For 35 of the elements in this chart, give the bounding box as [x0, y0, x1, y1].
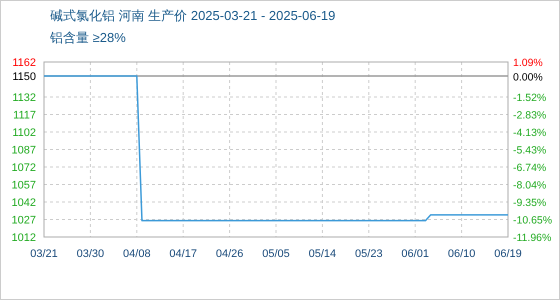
x-tick-label: 03/21: [30, 248, 58, 260]
y2-tick-label: 1.09%: [513, 57, 543, 69]
x-tick-label: 06/01: [401, 248, 429, 260]
x-tick-label: 05/05: [262, 248, 290, 260]
y-tick-label: 1132: [12, 92, 36, 104]
x-tick-label: 04/17: [169, 248, 197, 260]
y-tick-label: 1087: [12, 144, 36, 156]
y-tick-label: 1117: [13, 110, 36, 122]
chart-subtitle: 铝含量 ≥28%: [49, 30, 126, 45]
y-tick-label: 1102: [12, 127, 36, 139]
y2-tick-label: -11.96%: [513, 232, 552, 244]
chart-title: 碱式氯化铝 河南 生产价 2025-03-21 - 2025-06-19: [50, 8, 336, 23]
y2-tick-label: 0.00%: [513, 72, 543, 84]
y2-tick-label: -4.13%: [513, 127, 546, 139]
y-tick-label: 1162: [12, 57, 36, 69]
y2-tick-label: -10.65%: [513, 214, 552, 226]
y-tick-label: 1027: [12, 214, 36, 226]
x-tick-label: 05/14: [308, 248, 336, 260]
x-tick-label: 03/30: [76, 248, 104, 260]
x-tick-label: 05/23: [355, 248, 383, 260]
y-tick-label: 1042: [12, 197, 36, 209]
x-tick-label: 06/19: [494, 248, 522, 260]
x-tick-label: 04/08: [123, 248, 151, 260]
y2-tick-label: -9.35%: [513, 197, 546, 209]
y-tick-label: 1150: [12, 71, 36, 83]
y-tick-label: 1072: [12, 162, 36, 174]
y2-tick-label: -5.43%: [513, 144, 546, 156]
x-tick-label: 06/10: [448, 248, 476, 260]
y-tick-label: 1057: [12, 180, 36, 192]
y2-tick-label: -8.04%: [513, 179, 546, 192]
y2-tick-label: -6.74%: [513, 162, 546, 174]
y-tick-label: 1012: [12, 232, 36, 244]
y2-tick-label: -2.83%: [513, 110, 546, 122]
x-tick-label: 04/26: [216, 248, 244, 260]
y2-tick-label: -1.52%: [513, 92, 546, 104]
